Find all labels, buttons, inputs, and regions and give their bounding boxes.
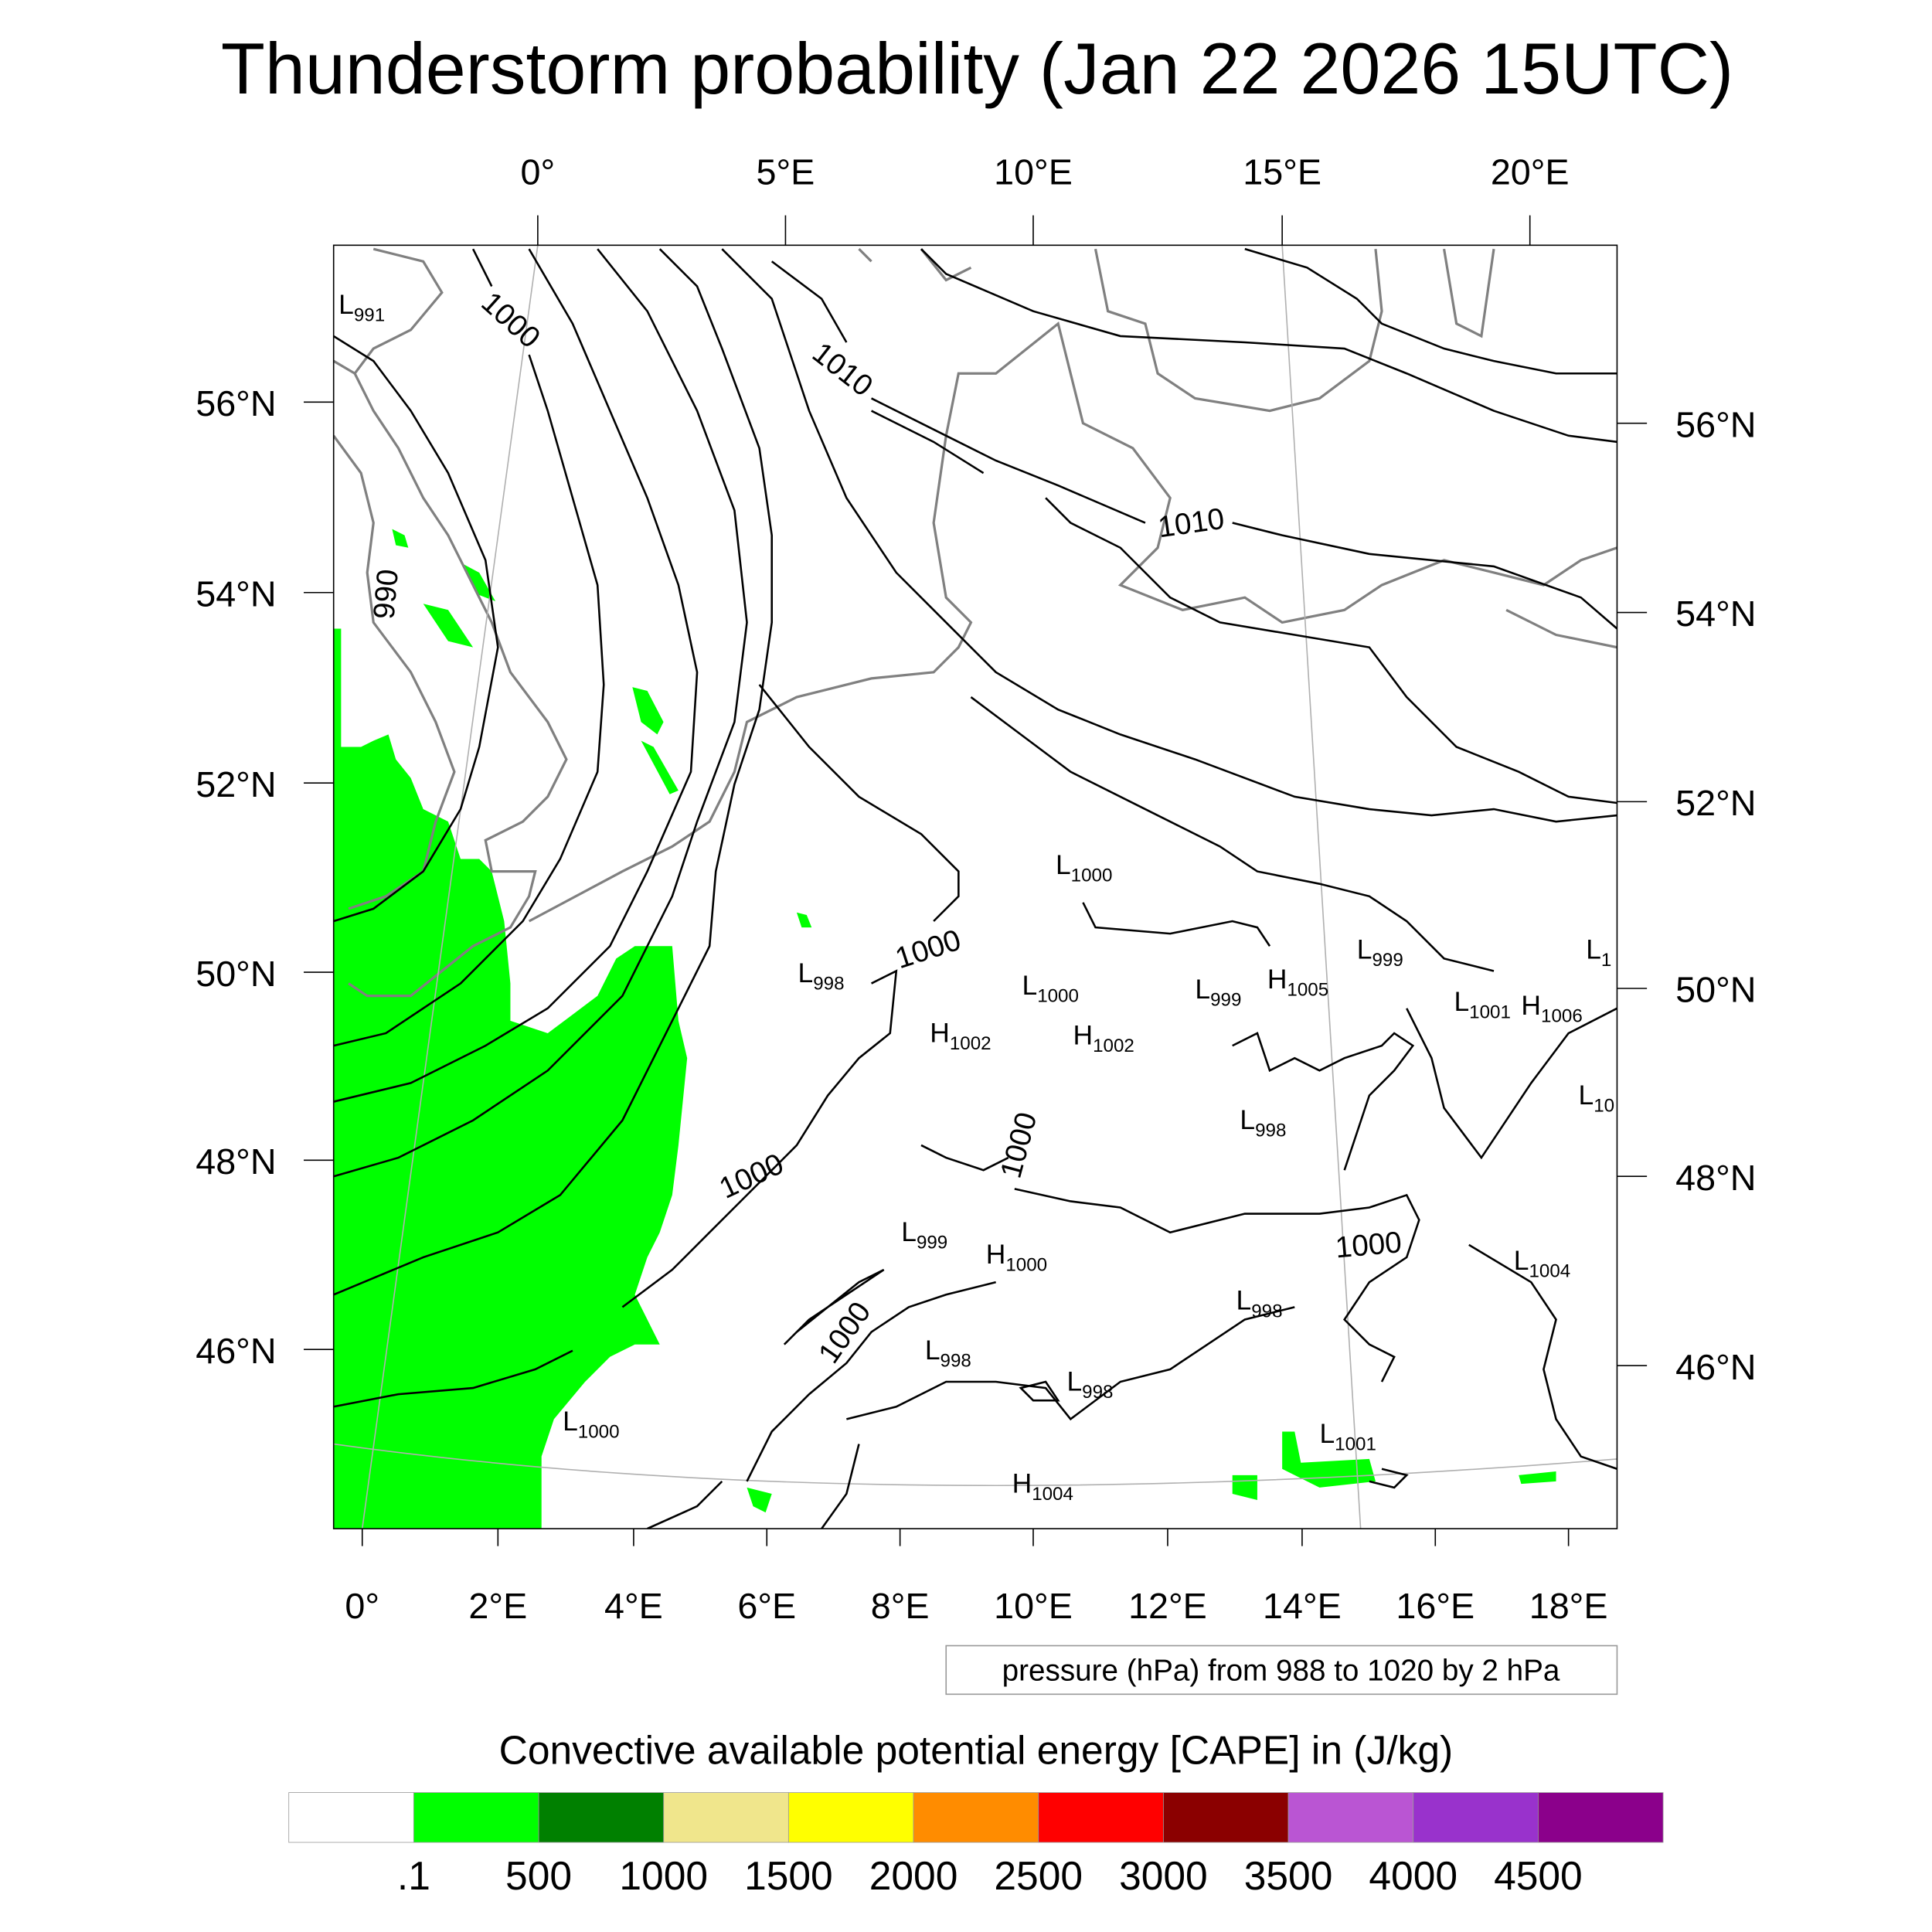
colorbar-swatch xyxy=(538,1792,665,1843)
lon-label: 0° xyxy=(345,1586,379,1626)
lat-label: 54°N xyxy=(196,573,276,614)
pressure-center: H1002 xyxy=(1073,1019,1134,1056)
pressure-center: H1005 xyxy=(1267,964,1328,1001)
pressure-centers: L991 L1000 L998 L1000 H1002 H1002 L999 H… xyxy=(338,289,1614,1505)
colorbar-swatch xyxy=(1537,1792,1664,1843)
lon-label: 14°E xyxy=(1263,1586,1342,1626)
pressure-center: L998 xyxy=(1240,1104,1286,1141)
lon-label: 8°E xyxy=(871,1586,930,1626)
pressure-center: H1004 xyxy=(1012,1468,1073,1505)
lon-label: 10°E xyxy=(994,151,1073,192)
colorbar-label: 1500 xyxy=(744,1853,833,1898)
lon-label: 12°E xyxy=(1128,1586,1207,1626)
lat-label: 54°N xyxy=(1675,594,1756,634)
pressure-center: L998 xyxy=(925,1335,971,1372)
lat-label: 48°N xyxy=(196,1141,276,1182)
cape-region xyxy=(333,628,688,1529)
isobars xyxy=(333,247,1617,1529)
lat-label: 50°N xyxy=(1675,970,1756,1010)
colorbar-swatch xyxy=(1413,1792,1539,1843)
colorbar-label: 4500 xyxy=(1494,1853,1583,1898)
lat-label: 52°N xyxy=(1675,783,1756,823)
lon-label: 16°E xyxy=(1396,1586,1475,1626)
colorbar-label: 3000 xyxy=(1119,1853,1208,1898)
colorbar-swatch xyxy=(1162,1792,1289,1843)
colorbar-swatch xyxy=(663,1792,789,1843)
contour-info-text: pressure (hPa) from 988 to 1020 by 2 hPa xyxy=(1002,1655,1560,1688)
pressure-center: L1004 xyxy=(1514,1245,1570,1282)
pressure-center: L1000 xyxy=(563,1406,619,1443)
isobar-label: 1010 xyxy=(806,336,879,403)
colorbar-label: .1 xyxy=(397,1853,430,1898)
isobar-label: 1000 xyxy=(812,1296,878,1369)
isobar-label: 1000 xyxy=(714,1148,788,1206)
coastlines xyxy=(333,247,1617,998)
lon-label: 18°E xyxy=(1529,1586,1608,1626)
colorbar-swatch xyxy=(1038,1792,1164,1843)
lon-label: 6°E xyxy=(737,1586,796,1626)
lat-label: 46°N xyxy=(1675,1347,1756,1387)
lon-label: 2°E xyxy=(468,1586,527,1626)
axis-ticks xyxy=(304,215,1648,1546)
colorbar-swatch xyxy=(1287,1792,1414,1843)
lat-label: 48°N xyxy=(1675,1158,1756,1198)
pressure-center: L1000 xyxy=(1056,849,1112,886)
colorbar-labels: .1 500 1000 1500 2000 2500 3000 3500 4000 4500 xyxy=(397,1853,1583,1898)
lat-label: 52°N xyxy=(196,764,276,804)
pressure-center: L999 xyxy=(1357,934,1403,971)
plot-frame xyxy=(332,244,1618,1529)
lon-label: 15°E xyxy=(1243,151,1321,192)
isobar-label: 1000 xyxy=(995,1109,1044,1182)
colorbar-label: 500 xyxy=(505,1853,572,1898)
pressure-center: L1001 xyxy=(1319,1418,1376,1455)
top-lon-labels: 0° 5°E 10°E 15°E 20°E xyxy=(521,151,1570,192)
pressure-center: H1002 xyxy=(930,1017,991,1054)
colorbar-label: 2000 xyxy=(869,1853,958,1898)
right-lat-labels: 56°N 54°N 52°N 50°N 48°N 46°N xyxy=(1675,404,1756,1386)
colorbar-label: 2500 xyxy=(994,1853,1083,1898)
map-plot: 1000 1010 990 1010 1000 1000 1000 1000 1… xyxy=(333,245,1617,1529)
pressure-center: L1 xyxy=(1586,934,1611,971)
bottom-lon-labels: 0° 2°E 4°E 6°E 8°E 10°E 12°E 14°E 16°E 1… xyxy=(345,1586,1607,1626)
colorbar-label: 3500 xyxy=(1244,1853,1333,1898)
pressure-center: L998 xyxy=(1236,1285,1283,1322)
colorbar-title: Convective available potential energy [C… xyxy=(499,1728,1454,1773)
lat-label: 56°N xyxy=(196,383,276,423)
pressure-center: L998 xyxy=(798,957,845,995)
isobar-label: 990 xyxy=(368,568,405,621)
colorbar-swatch xyxy=(787,1792,914,1843)
figure-title: Thunderstorm probability (Jan 22 2026 15… xyxy=(221,28,1733,109)
isobar-label: 1000 xyxy=(1334,1226,1403,1264)
pressure-center: H1000 xyxy=(986,1239,1047,1276)
colorbar xyxy=(288,1792,1664,1843)
contour-info-box: pressure (hPa) from 988 to 1020 by 2 hPa xyxy=(945,1645,1618,1696)
pressure-center: L1000 xyxy=(1022,970,1078,1007)
colorbar-swatch xyxy=(288,1792,414,1843)
pressure-center: L999 xyxy=(1195,974,1241,1011)
pressure-center: L991 xyxy=(338,289,385,326)
colorbar-swatch xyxy=(413,1792,539,1843)
lon-label: 4°E xyxy=(604,1586,663,1626)
lon-label: 0° xyxy=(521,151,556,192)
lon-label: 5°E xyxy=(757,151,815,192)
lat-label: 56°N xyxy=(1675,404,1756,444)
lon-label: 10°E xyxy=(994,1586,1073,1626)
pressure-center: L999 xyxy=(901,1216,947,1253)
colorbar-swatch xyxy=(913,1792,1039,1843)
lat-label: 50°N xyxy=(196,954,276,994)
pressure-center: L998 xyxy=(1066,1366,1113,1403)
isobar-label: 1000 xyxy=(892,923,965,975)
pressure-center: L10 xyxy=(1579,1080,1615,1117)
lat-label: 46°N xyxy=(196,1331,276,1371)
colorbar-label: 4000 xyxy=(1369,1853,1458,1898)
lon-label: 20°E xyxy=(1491,151,1570,192)
left-lat-labels: 56°N 54°N 52°N 50°N 48°N 46°N xyxy=(196,383,276,1371)
isobar-label: 1000 xyxy=(474,286,546,355)
colorbar-label: 1000 xyxy=(619,1853,708,1898)
pressure-center: H1006 xyxy=(1521,990,1582,1027)
pressure-center: L1001 xyxy=(1454,986,1510,1023)
